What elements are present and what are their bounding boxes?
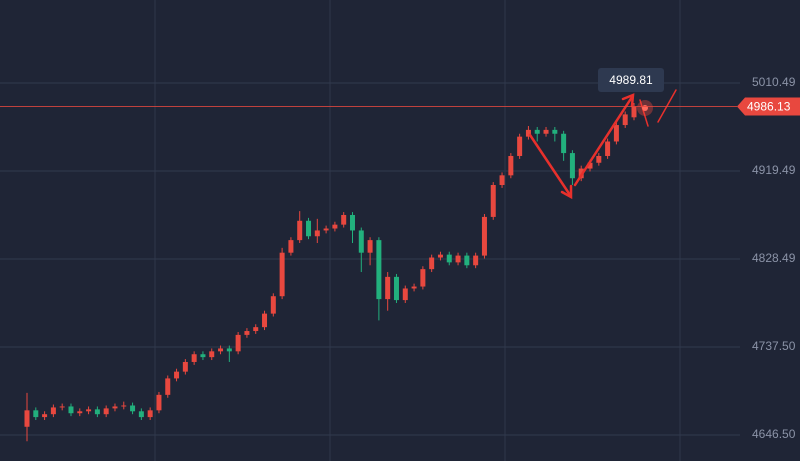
candle-body	[218, 348, 224, 352]
y-tick-label: 4828.49	[752, 251, 796, 265]
candle-body	[358, 230, 364, 253]
candle-body	[130, 405, 136, 412]
candle-body	[411, 286, 417, 289]
candle-body	[534, 129, 540, 134]
arrow	[573, 95, 634, 187]
candle-body	[420, 269, 426, 287]
candle-body	[279, 252, 285, 297]
candle-body	[622, 114, 628, 126]
candle-body	[59, 406, 65, 408]
candle-body	[402, 288, 408, 301]
candle-body	[341, 214, 347, 225]
candle-body	[561, 133, 567, 154]
candle-body	[429, 257, 435, 270]
candle-body	[499, 175, 505, 185]
candle-body	[24, 410, 30, 427]
y-tick-label: 4737.50	[752, 339, 796, 353]
candle-body	[50, 407, 56, 415]
tooltip-value: 4989.81	[609, 73, 653, 87]
candle-body	[385, 276, 391, 300]
candle-body	[490, 184, 496, 217]
vertical-grid	[154, 0, 681, 461]
candle-body	[209, 351, 215, 358]
candle-body	[481, 216, 487, 256]
y-tick-label: 4646.50	[752, 427, 796, 441]
candle-body	[525, 129, 531, 137]
candle-body	[332, 224, 338, 229]
trend-arrows	[528, 89, 677, 200]
arrow	[528, 133, 572, 197]
candle-body	[68, 406, 74, 414]
candle-body	[455, 255, 461, 263]
candle-body	[33, 410, 39, 418]
candle-body	[288, 240, 294, 253]
candle-body	[138, 411, 144, 418]
tooltip-box	[598, 67, 664, 92]
candle-body	[349, 214, 355, 231]
candle-body	[191, 354, 197, 362]
candle-body	[94, 409, 100, 415]
candle-body	[569, 153, 575, 179]
arrow-head	[621, 93, 635, 108]
candle-body	[103, 408, 109, 415]
y-tick-label: 5010.49	[752, 75, 796, 89]
candle-body	[121, 405, 127, 407]
candle-body	[244, 331, 250, 335]
candle-body	[253, 327, 259, 332]
candle-body	[112, 406, 118, 409]
y-tick-label: 4919.49	[752, 163, 796, 177]
candle-body	[508, 155, 514, 176]
candle-body	[165, 378, 171, 395]
candle-body	[174, 371, 180, 379]
candle-body	[605, 141, 611, 156]
candle-body	[270, 296, 276, 314]
candle-body	[314, 230, 320, 237]
candle-body	[446, 254, 452, 263]
candle-body	[552, 129, 558, 134]
candle-body	[376, 240, 382, 300]
candle-body	[226, 348, 232, 352]
arrow	[657, 89, 677, 123]
candle-body	[200, 354, 206, 358]
candle-body	[147, 410, 153, 418]
candle-body	[235, 334, 241, 352]
candle-body	[156, 394, 162, 411]
last-price-tag	[737, 97, 800, 116]
candle-body	[596, 155, 602, 163]
candle-body	[437, 254, 443, 258]
candle-body	[86, 409, 92, 412]
glow-dot	[642, 105, 648, 111]
candle-body	[297, 220, 303, 241]
candle-body	[323, 228, 329, 231]
candles	[24, 102, 637, 442]
overlay: 4986.13 4989.81	[0, 67, 800, 116]
last-price-label: 4986.13	[747, 100, 791, 114]
candle-body	[543, 129, 549, 134]
candle-body	[367, 240, 373, 253]
arrow-head	[560, 184, 573, 200]
candle-body	[473, 255, 479, 266]
candle-body	[262, 313, 268, 328]
candle-body	[306, 220, 312, 237]
candle-body	[631, 106, 637, 118]
arrow	[639, 99, 649, 127]
candle-body	[587, 162, 593, 169]
candle-body	[393, 276, 399, 301]
candle-body	[42, 414, 48, 418]
candle-body	[182, 361, 188, 372]
candle-body	[613, 125, 619, 142]
candle-body	[464, 255, 470, 266]
candle-body	[517, 136, 523, 156]
candle-body	[77, 411, 83, 414]
